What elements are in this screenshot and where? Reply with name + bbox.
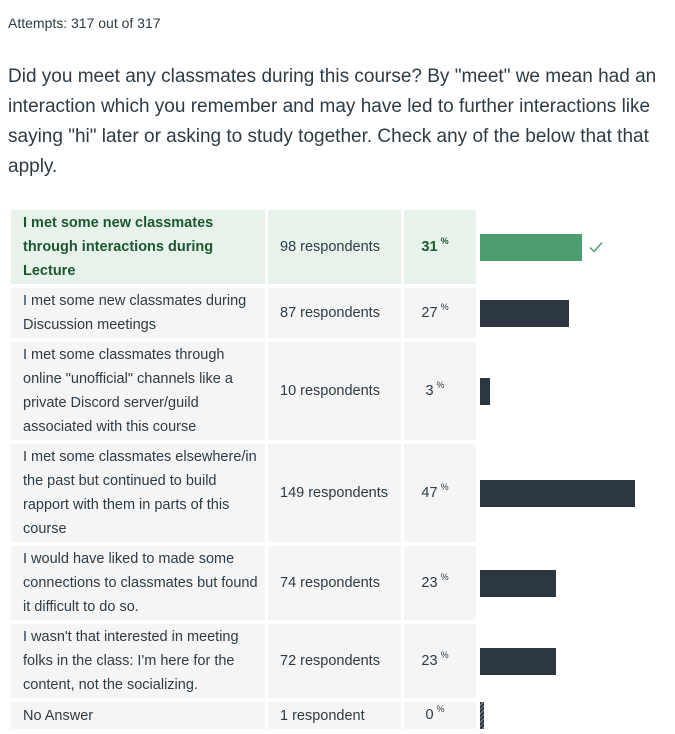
bar-area bbox=[476, 702, 675, 729]
answer-cell: No Answer bbox=[11, 702, 265, 729]
response-bar bbox=[480, 569, 556, 597]
percent-cell: 3% bbox=[404, 342, 476, 440]
attempts-count: Attempts: 317 out of 317 bbox=[8, 15, 161, 31]
answer-row: No Answer 1 respondent 0% bbox=[11, 702, 675, 729]
answer-text: I wasn't that interested in meeting folk… bbox=[23, 629, 239, 693]
answer-text: I met some classmates through online "un… bbox=[23, 347, 233, 435]
response-bar bbox=[480, 647, 556, 675]
answer-text: I would have liked to made some connecti… bbox=[23, 551, 258, 615]
bar-area bbox=[476, 210, 675, 284]
percent-cell: 47% bbox=[404, 444, 476, 542]
percent-value: 27 bbox=[421, 304, 438, 321]
answer-cell: I wasn't that interested in meeting folk… bbox=[11, 624, 265, 698]
respondents-count: 1 respondent bbox=[268, 702, 401, 729]
percent-cell: 27% bbox=[404, 288, 476, 338]
answer-cell: I would have liked to made some connecti… bbox=[11, 546, 265, 620]
percent-sign: % bbox=[440, 301, 449, 312]
respondents-count: 149 respondents bbox=[268, 444, 401, 542]
answer-text: I met some classmates elsewhere/in the p… bbox=[23, 449, 257, 537]
percent-cell: 23% bbox=[404, 624, 476, 698]
percent-sign: % bbox=[440, 481, 449, 492]
answer-row: I met some new classmates during Discuss… bbox=[11, 288, 675, 338]
answer-cell: I met some classmates elsewhere/in the p… bbox=[11, 444, 265, 542]
answer-row: I met some new classmates through intera… bbox=[11, 210, 675, 284]
answer-row: I wasn't that interested in meeting folk… bbox=[11, 624, 675, 698]
bar-area bbox=[476, 342, 675, 440]
respondents-count: 10 respondents bbox=[268, 342, 401, 440]
answer-text: No Answer bbox=[23, 707, 94, 724]
percent-cell: 0% bbox=[404, 702, 476, 729]
correct-check-icon bbox=[589, 242, 603, 253]
percent-value: 47 bbox=[421, 484, 438, 501]
question-text: Did you meet any classmates during this … bbox=[8, 66, 657, 177]
percent-value: 23 bbox=[421, 652, 438, 669]
percent-value: 3 bbox=[425, 382, 434, 399]
bar-area bbox=[476, 288, 675, 338]
bar-area bbox=[476, 546, 675, 620]
percent-value: 23 bbox=[421, 574, 438, 591]
answer-cell: I met some new classmates during Discuss… bbox=[11, 288, 265, 338]
percent-cell: 31% bbox=[404, 210, 476, 284]
percent-cell: 23% bbox=[404, 546, 476, 620]
response-bar bbox=[480, 702, 484, 729]
respondents-count: 74 respondents bbox=[268, 546, 401, 620]
answer-cell: I met some new classmates through intera… bbox=[11, 210, 265, 284]
percent-sign: % bbox=[440, 235, 449, 246]
percent-sign: % bbox=[440, 571, 449, 582]
respondents-count: 87 respondents bbox=[268, 288, 401, 338]
respondents-count: 98 respondents bbox=[268, 210, 401, 284]
response-bar bbox=[480, 299, 569, 327]
percent-value: 31 bbox=[421, 238, 438, 255]
answer-cell: I met some classmates through online "un… bbox=[11, 342, 265, 440]
answer-row: I met some classmates through online "un… bbox=[11, 342, 675, 440]
response-bar bbox=[480, 377, 490, 405]
response-bar bbox=[480, 479, 635, 507]
percent-sign: % bbox=[436, 379, 445, 390]
bar-area bbox=[476, 624, 675, 698]
percent-value: 0 bbox=[425, 707, 434, 723]
answer-row: I met some classmates elsewhere/in the p… bbox=[11, 444, 675, 542]
percent-sign: % bbox=[440, 649, 449, 660]
bar-area bbox=[476, 444, 675, 542]
answer-text: I met some new classmates during Discuss… bbox=[23, 293, 247, 333]
response-bar bbox=[480, 233, 582, 261]
respondents-count: 72 respondents bbox=[268, 624, 401, 698]
answer-row: I would have liked to made some connecti… bbox=[11, 546, 675, 620]
answer-text: I met some new classmates through intera… bbox=[23, 215, 214, 279]
percent-sign: % bbox=[436, 704, 445, 714]
answer-results-table: I met some new classmates through intera… bbox=[11, 210, 675, 733]
